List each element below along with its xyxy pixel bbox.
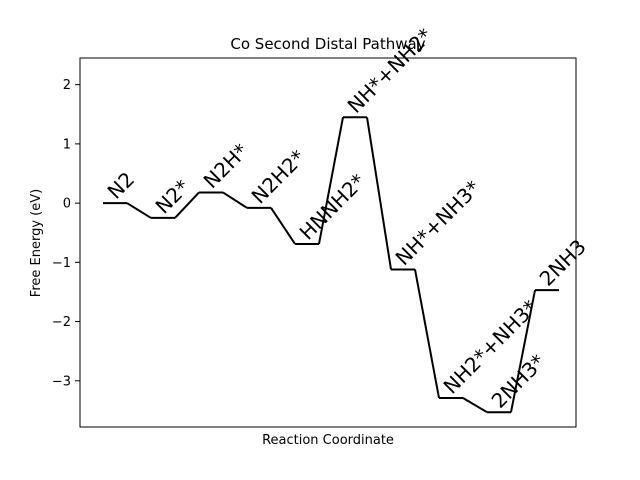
state-label: 2NH3* — [487, 349, 550, 412]
y-tick-label: 1 — [63, 137, 71, 152]
transition-line — [126, 202, 152, 219]
energy-profile-series — [103, 116, 559, 414]
transition-line — [270, 207, 296, 245]
y-tick-label: −2 — [52, 315, 71, 330]
y-tick-label: 0 — [63, 197, 71, 212]
y-axis: 2 1 0 −1 −2 −3 — [52, 78, 80, 389]
y-tick-label: −1 — [52, 256, 71, 271]
state-label: 2NH3 — [535, 235, 591, 291]
plot-frame — [79, 57, 577, 428]
y-axis-label: Free Energy (eV) — [29, 189, 44, 297]
transition-line — [462, 397, 488, 414]
state-label: N2H2* — [247, 145, 310, 208]
chart-title: Co Second Distal Pathway — [230, 35, 425, 53]
state-label: NH*+NH3* — [391, 176, 485, 270]
transition-line — [174, 191, 200, 219]
y-tick-label: −3 — [52, 374, 71, 389]
transition-line — [222, 191, 248, 209]
x-axis-label: Reaction Coordinate — [262, 433, 394, 448]
transition-line — [510, 289, 536, 413]
transition-line — [414, 269, 440, 399]
state-label: N2H* — [199, 139, 253, 193]
state-label: N2 — [103, 167, 140, 204]
state-label: HNNH2* — [295, 169, 370, 244]
state-label: N2* — [151, 175, 195, 219]
transition-line — [318, 117, 344, 245]
transition-line — [366, 117, 392, 270]
y-tick-label: 2 — [63, 78, 71, 93]
